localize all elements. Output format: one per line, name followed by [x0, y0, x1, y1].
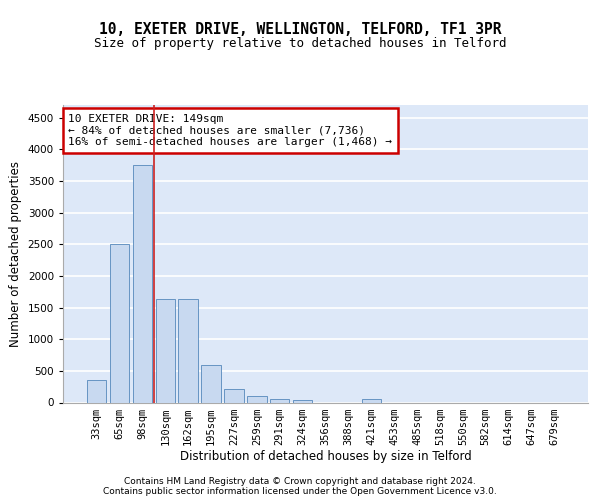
Bar	[362, 398, 381, 402]
Text: 10 EXETER DRIVE: 149sqm
← 84% of detached houses are smaller (7,736)
16% of semi: 10 EXETER DRIVE: 149sqm ← 84% of detache…	[68, 114, 392, 147]
Bar	[178, 298, 198, 403]
Y-axis label: Number of detached properties: Number of detached properties	[9, 161, 22, 347]
Bar	[110, 244, 129, 402]
Bar	[155, 298, 175, 403]
Bar	[87, 380, 106, 402]
Text: Contains HM Land Registry data © Crown copyright and database right 2024.: Contains HM Land Registry data © Crown c…	[124, 476, 476, 486]
Bar	[247, 396, 266, 402]
Text: Size of property relative to detached houses in Telford: Size of property relative to detached ho…	[94, 37, 506, 50]
Text: Contains public sector information licensed under the Open Government Licence v3: Contains public sector information licen…	[103, 486, 497, 496]
Bar	[133, 165, 152, 402]
Bar	[270, 398, 289, 402]
Bar	[202, 365, 221, 403]
X-axis label: Distribution of detached houses by size in Telford: Distribution of detached houses by size …	[179, 450, 472, 464]
Bar	[224, 388, 244, 402]
Bar	[293, 400, 313, 402]
Text: 10, EXETER DRIVE, WELLINGTON, TELFORD, TF1 3PR: 10, EXETER DRIVE, WELLINGTON, TELFORD, T…	[99, 22, 501, 38]
